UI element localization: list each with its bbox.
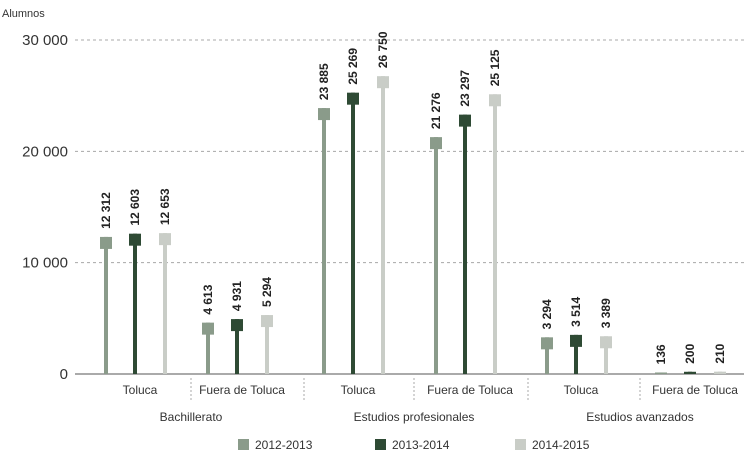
bar-stem (493, 94, 497, 375)
bar (541, 337, 553, 374)
bar (570, 334, 582, 374)
data-label: 25 125 (488, 49, 502, 86)
data-label: 26 750 (376, 31, 390, 68)
category-label: Toluca (341, 383, 376, 397)
data-label: 12 653 (158, 188, 172, 225)
bar-cap (459, 114, 471, 127)
bar-stem (351, 92, 355, 374)
bar-cap (570, 334, 582, 347)
data-label: 3 294 (540, 299, 554, 329)
bar (202, 322, 214, 374)
bar (377, 76, 389, 374)
bar (159, 233, 171, 374)
y-tick-label: 30 000 (22, 32, 68, 49)
category-label: Toluca (564, 383, 599, 397)
bar (430, 137, 442, 374)
data-label: 23 297 (458, 70, 472, 107)
category-label: Fuera de Toluca (427, 383, 513, 397)
bar-cap (600, 336, 612, 349)
bar (129, 233, 141, 374)
bar-cap (231, 319, 243, 332)
bar-stem (104, 236, 108, 374)
bar-stem (545, 337, 549, 374)
bar-stem (265, 315, 269, 374)
data-label: 4 931 (230, 281, 244, 311)
bar-cap (489, 94, 501, 107)
bar-stem (206, 322, 210, 374)
bar-cap (100, 236, 112, 249)
bar-cap (347, 92, 359, 105)
data-label: 25 269 (346, 48, 360, 85)
bar-stem (381, 76, 385, 374)
legend-label: 2014-2015 (532, 438, 590, 452)
data-label: 200 (683, 343, 697, 363)
bar-stem (574, 334, 578, 374)
bar (600, 336, 612, 374)
bar (100, 236, 112, 374)
bar-cap (655, 372, 667, 374)
group-label: Bachillerato (160, 410, 223, 424)
data-label: 5 294 (260, 277, 274, 307)
group-label: Estudios profesionales (354, 410, 475, 424)
bar (655, 372, 667, 374)
legend-swatch (515, 439, 526, 450)
bar-stem (163, 233, 167, 374)
bar-cap (318, 108, 330, 121)
y-axis-label: Alumnos (2, 8, 45, 20)
data-label: 210 (713, 343, 727, 363)
bar (318, 108, 330, 375)
bar-stem (133, 233, 137, 374)
bar (261, 315, 273, 374)
category-label: Fuera de Toluca (199, 383, 285, 397)
data-label: 136 (654, 344, 668, 364)
data-label: 3 389 (599, 298, 613, 328)
bar (489, 94, 501, 375)
data-label: 23 885 (317, 63, 331, 100)
bar (347, 92, 359, 374)
bar-cap (202, 322, 214, 335)
bar-stem (322, 108, 326, 375)
group-label: Estudios avanzados (586, 410, 693, 424)
data-label: 21 276 (429, 92, 443, 129)
bar (459, 114, 471, 374)
y-tick-label: 10 000 (22, 255, 68, 272)
bar-cap (129, 233, 141, 246)
bar-stem (434, 137, 438, 374)
bar-cap (261, 315, 273, 328)
bar (684, 371, 696, 374)
y-tick-label: 20 000 (22, 143, 68, 160)
bar-cap (541, 337, 553, 350)
category-label: Toluca (123, 383, 158, 397)
data-label: 4 613 (201, 284, 215, 314)
bar-cap (714, 371, 726, 374)
legend-label: 2013-2014 (392, 438, 450, 452)
bar-stem (463, 114, 467, 374)
data-label: 12 603 (128, 189, 142, 226)
bar-stem (604, 336, 608, 374)
bar (231, 319, 243, 374)
bar-cap (159, 233, 171, 246)
category-label: Fuera de Toluca (652, 383, 738, 397)
legend-swatch (375, 439, 386, 450)
bar-cap (684, 371, 696, 374)
legend-label: 2012-2013 (255, 438, 313, 452)
y-tick-label: 0 (60, 366, 68, 383)
bar (714, 371, 726, 374)
data-label: 3 514 (569, 297, 583, 327)
data-label: 12 312 (99, 192, 113, 229)
legend-swatch (238, 439, 249, 450)
bar-stem (235, 319, 239, 374)
bar-cap (377, 76, 389, 89)
bar-cap (430, 137, 442, 150)
